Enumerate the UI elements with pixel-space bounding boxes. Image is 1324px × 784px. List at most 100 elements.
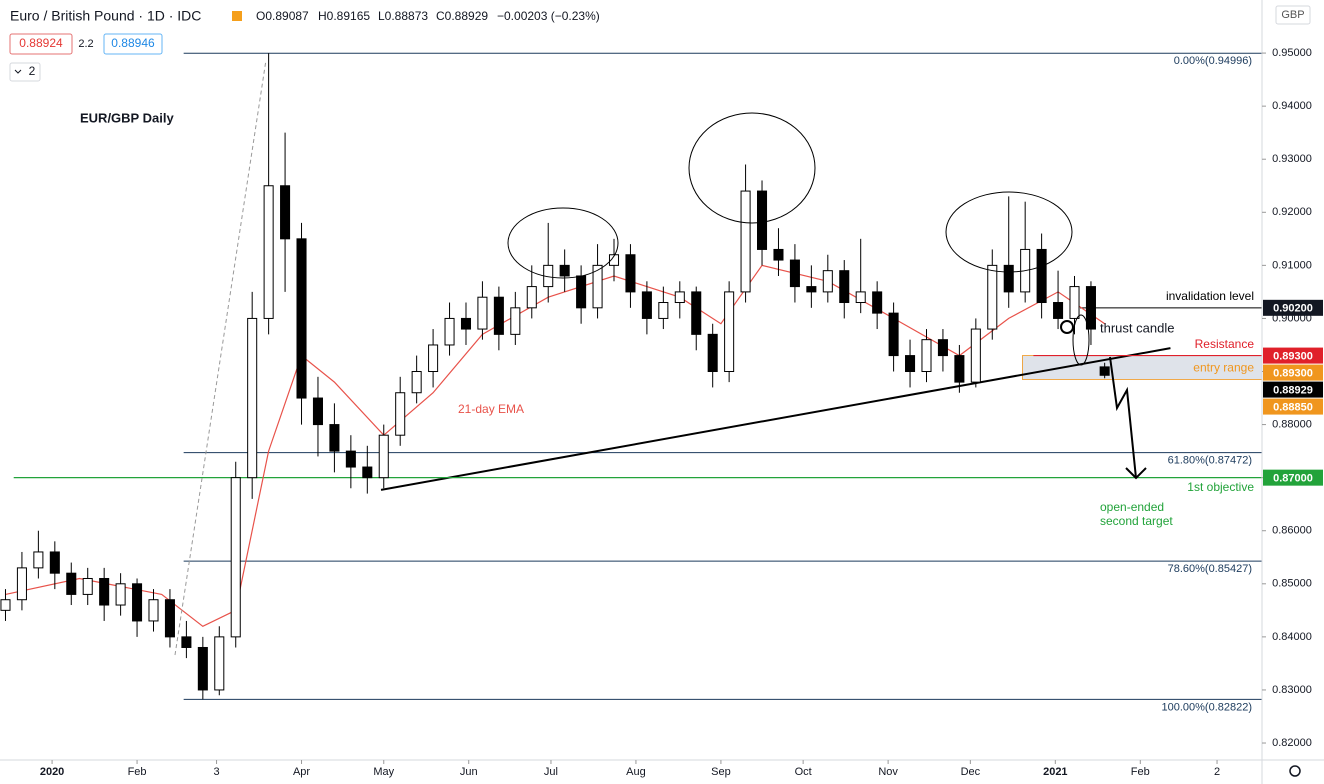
y-tick-label: 0.93000 bbox=[1272, 153, 1312, 165]
price-tag-label: 0.88850 bbox=[1273, 401, 1313, 413]
candle-body bbox=[99, 577, 110, 606]
candle-body bbox=[724, 291, 735, 373]
candle-body bbox=[954, 355, 965, 383]
status-icon bbox=[232, 11, 242, 21]
candle-body bbox=[839, 270, 850, 304]
candle-body bbox=[559, 264, 570, 277]
x-tick-label: Feb bbox=[128, 766, 147, 778]
y-tick-label: 0.91000 bbox=[1272, 259, 1312, 271]
x-tick-label: Jun bbox=[460, 766, 478, 778]
x-tick-label: 2021 bbox=[1043, 766, 1067, 778]
symbol: Euro / British Pound · 1D · IDC bbox=[10, 8, 201, 24]
bid-box[interactable] bbox=[9, 33, 73, 55]
fib-label: 61.80%(0.87472) bbox=[1168, 455, 1252, 467]
ask: 0.88946 bbox=[111, 36, 155, 50]
candle-body bbox=[312, 397, 323, 426]
candle-body bbox=[197, 646, 208, 691]
candle-body bbox=[148, 599, 159, 622]
candle-body bbox=[378, 434, 389, 479]
candle-body bbox=[82, 577, 93, 595]
y-tick-label: 0.86000 bbox=[1272, 525, 1312, 537]
arrow-head bbox=[1125, 467, 1147, 480]
candle-body bbox=[691, 291, 702, 335]
x-tick-label: Apr bbox=[293, 766, 310, 778]
candle-body bbox=[905, 355, 916, 373]
x-tick-label: Oct bbox=[795, 766, 812, 778]
candle-body bbox=[937, 339, 948, 357]
candle-body bbox=[164, 599, 175, 638]
x-tick-label: 2020 bbox=[40, 766, 64, 778]
chevron bbox=[14, 69, 22, 74]
x-tick-label: Sep bbox=[711, 766, 731, 778]
fib-label: 100.00%(0.82822) bbox=[1161, 701, 1252, 713]
level-label: Resistance bbox=[1195, 337, 1255, 351]
candle-body bbox=[1053, 302, 1064, 319]
ohlc: L0.88873 bbox=[378, 9, 428, 23]
candle-body bbox=[888, 312, 899, 357]
indicator-toggle[interactable] bbox=[9, 62, 41, 82]
candle-body bbox=[526, 286, 537, 309]
ohlc: C0.88929 bbox=[436, 9, 488, 23]
ask-box[interactable] bbox=[103, 33, 163, 55]
candle-body bbox=[493, 296, 504, 335]
change: −0.00203 (−0.23%) bbox=[497, 9, 600, 23]
candle-body bbox=[16, 567, 27, 601]
x-tick-label: Nov bbox=[878, 766, 898, 778]
price-tag-label: 0.88929 bbox=[1273, 384, 1313, 396]
candle-body bbox=[872, 291, 883, 314]
y-tick-label: 0.83000 bbox=[1272, 684, 1312, 696]
fib-connector bbox=[174, 59, 267, 656]
candle-body bbox=[757, 190, 768, 250]
candle-body bbox=[1069, 286, 1080, 319]
candle-body bbox=[49, 551, 60, 574]
y-tick-label: 0.92000 bbox=[1272, 206, 1312, 218]
candle-body bbox=[970, 328, 981, 383]
x-tick-label: Dec bbox=[961, 766, 981, 778]
entry-range-label: entry range bbox=[1193, 361, 1254, 375]
target-arrow bbox=[1109, 356, 1137, 479]
candle-body bbox=[707, 333, 718, 373]
candle-body bbox=[921, 339, 932, 373]
thrust-marker bbox=[1060, 320, 1074, 334]
candle-body bbox=[115, 583, 126, 606]
x-tick-label: 3 bbox=[213, 766, 219, 778]
candle-body bbox=[33, 551, 44, 569]
y-tick-label: 0.94000 bbox=[1272, 100, 1312, 112]
candle-body bbox=[214, 636, 225, 691]
ema-label: 21-day EMA bbox=[458, 402, 524, 416]
chart-title: EUR/GBP Daily bbox=[80, 110, 174, 125]
y-tick-label: 0.88000 bbox=[1272, 418, 1312, 430]
target-note: open-ended bbox=[1100, 500, 1164, 514]
candle-body bbox=[806, 286, 817, 293]
candle-body bbox=[296, 238, 307, 399]
candle-body bbox=[822, 270, 833, 293]
x-tick-label: Aug bbox=[626, 766, 646, 778]
bid: 0.88924 bbox=[19, 36, 63, 50]
target-note: second target bbox=[1100, 514, 1173, 528]
currency: GBP bbox=[1281, 9, 1304, 21]
candle-body bbox=[773, 248, 784, 261]
candle-body bbox=[247, 317, 258, 479]
settings-icon[interactable] bbox=[1289, 765, 1301, 777]
x-tick-label: May bbox=[373, 766, 394, 778]
level-label: 1st objective bbox=[1187, 480, 1254, 494]
candle-body bbox=[263, 185, 274, 319]
candle-body bbox=[1085, 286, 1096, 330]
price-tag bbox=[1263, 364, 1323, 381]
plot-area: 0.00%(0.94996) 61.80%(0.87472) 78.60%(0.85… bbox=[0, 52, 1263, 713]
candle-body bbox=[460, 317, 472, 330]
candle-body bbox=[66, 572, 77, 595]
spread: 2.2 bbox=[78, 38, 93, 50]
trendline bbox=[380, 347, 1171, 491]
currency-box[interactable] bbox=[1275, 5, 1311, 25]
x-tick-label: 2 bbox=[1214, 766, 1220, 778]
candle-body bbox=[674, 291, 685, 304]
y-tick-label: 0.85000 bbox=[1272, 578, 1312, 590]
thrust-circle bbox=[1072, 314, 1090, 366]
price-tag-label: 0.87000 bbox=[1273, 473, 1313, 485]
candle-body bbox=[576, 275, 587, 309]
settings-gear[interactable] bbox=[1289, 765, 1301, 777]
candle-body bbox=[789, 259, 800, 288]
price-tag bbox=[1263, 347, 1323, 364]
